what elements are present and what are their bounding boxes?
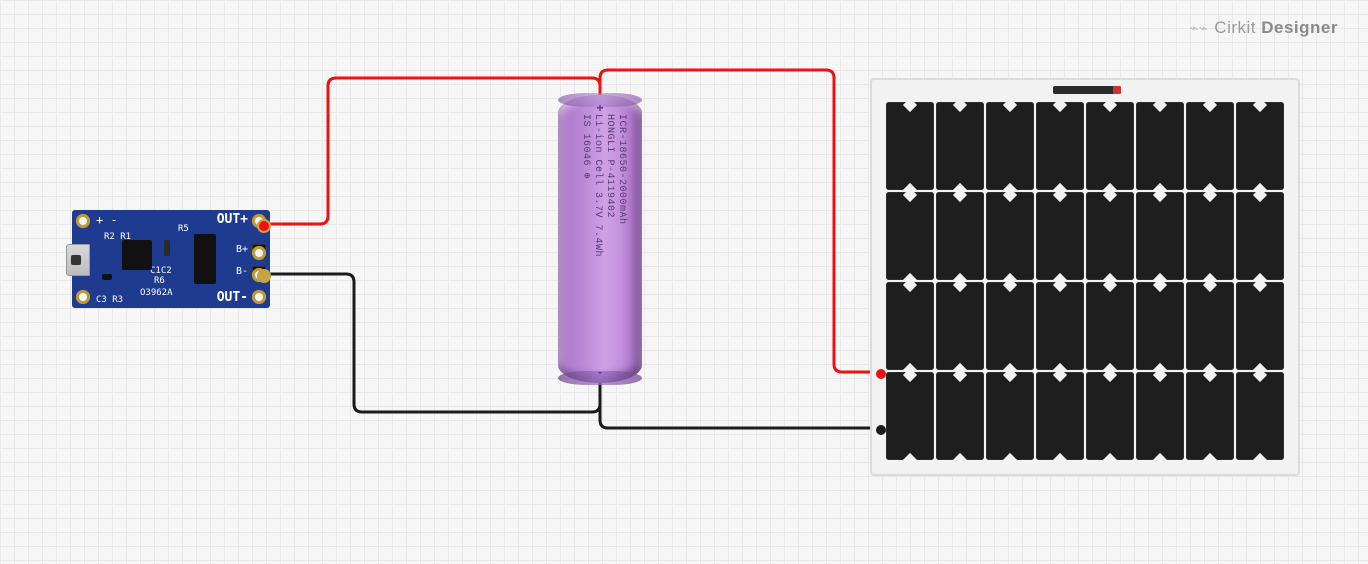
watermark-brand: Cirkit bbox=[1214, 18, 1256, 37]
solar-cell bbox=[886, 282, 934, 370]
battery-18650[interactable]: + - ICR-18650-2000mAhHONGLI P-4119402Li-… bbox=[558, 95, 642, 383]
solar-cell bbox=[936, 372, 984, 460]
solar-cell bbox=[1236, 372, 1284, 460]
solar-cell bbox=[1136, 282, 1184, 370]
tp-out+-dot bbox=[259, 221, 269, 231]
wire-bat- -to-solar- bbox=[600, 380, 876, 428]
silk-o3962a: O3962A bbox=[140, 288, 173, 298]
solar-neg bbox=[876, 425, 886, 435]
solar-cell bbox=[886, 102, 934, 190]
wave-icon: ⌁⌁ bbox=[1189, 19, 1208, 37]
solar-cell bbox=[886, 192, 934, 280]
solar-cell bbox=[1086, 102, 1134, 190]
solar-cell bbox=[986, 102, 1034, 190]
solar-cell bbox=[1186, 282, 1234, 370]
battery-plus-mark: + bbox=[596, 101, 603, 115]
tp-out-plus-label: OUT+ bbox=[217, 212, 248, 227]
solar-cell bbox=[1036, 192, 1084, 280]
solar-cell bbox=[1086, 372, 1134, 460]
battery-minus-mark: - bbox=[598, 365, 602, 379]
solar-junction-box bbox=[1053, 86, 1117, 94]
wire-tp-b- -to-bat- bbox=[262, 274, 600, 412]
solar-panel[interactable] bbox=[870, 78, 1300, 476]
silk-r6: R6 bbox=[154, 276, 165, 286]
silk-c1c2: C1C2 bbox=[150, 266, 172, 276]
solar-cell bbox=[986, 192, 1034, 280]
solar-cell bbox=[1186, 372, 1234, 460]
silk-c3r3: C3 R3 bbox=[96, 295, 123, 305]
solar-cell-grid bbox=[886, 102, 1284, 460]
tp-polarity-label: + - bbox=[96, 213, 118, 227]
solar-cell bbox=[936, 102, 984, 190]
micro-usb-port bbox=[66, 244, 90, 276]
tp-pad-out- bbox=[252, 290, 266, 304]
tp-pad-b+ bbox=[252, 246, 266, 260]
silk-r5: R5 bbox=[178, 224, 189, 234]
tp-pad-bot-left bbox=[76, 290, 90, 304]
tp-b-plus-label: B+ bbox=[236, 244, 248, 255]
battery-label-text: ICR-18650-2000mAhHONGLI P-4119402Li-ion … bbox=[579, 114, 627, 364]
tp-smd-1 bbox=[102, 274, 112, 280]
solar-cell bbox=[1236, 192, 1284, 280]
tp-pad-top-left bbox=[76, 214, 90, 228]
solar-cell bbox=[1086, 192, 1134, 280]
tp-out-minus-label: OUT- bbox=[217, 290, 248, 305]
solar-cell bbox=[1186, 192, 1234, 280]
tp-b- -dot bbox=[259, 271, 269, 281]
tp-smd-2 bbox=[164, 240, 170, 256]
solar-cell bbox=[1236, 282, 1284, 370]
solar-cell bbox=[986, 372, 1034, 460]
tp-b-minus-label: B- bbox=[236, 266, 248, 277]
tp4056-module[interactable]: + - OUT+ B+ B- OUT- R2 R1 R5 C1C2 R6 O39… bbox=[72, 210, 270, 308]
solar-pos bbox=[876, 369, 886, 379]
watermark: ⌁⌁ Cirkit Designer bbox=[1189, 18, 1338, 38]
solar-cell bbox=[986, 282, 1034, 370]
tp-ic-main bbox=[122, 240, 152, 270]
solar-cell bbox=[1236, 102, 1284, 190]
solar-cell bbox=[1136, 372, 1184, 460]
solar-cell bbox=[1036, 372, 1084, 460]
solar-cell bbox=[1136, 192, 1184, 280]
solar-cell bbox=[936, 282, 984, 370]
tp-ic-side bbox=[194, 234, 216, 284]
solar-cell bbox=[936, 192, 984, 280]
solar-cell bbox=[1136, 102, 1184, 190]
solar-cell bbox=[1086, 282, 1134, 370]
solar-cell bbox=[886, 372, 934, 460]
solar-cell bbox=[1186, 102, 1234, 190]
wire-tp-out+-to-bat+ bbox=[262, 78, 600, 224]
solar-cell bbox=[1036, 282, 1084, 370]
watermark-product: Designer bbox=[1261, 18, 1338, 37]
solar-cell bbox=[1036, 102, 1084, 190]
